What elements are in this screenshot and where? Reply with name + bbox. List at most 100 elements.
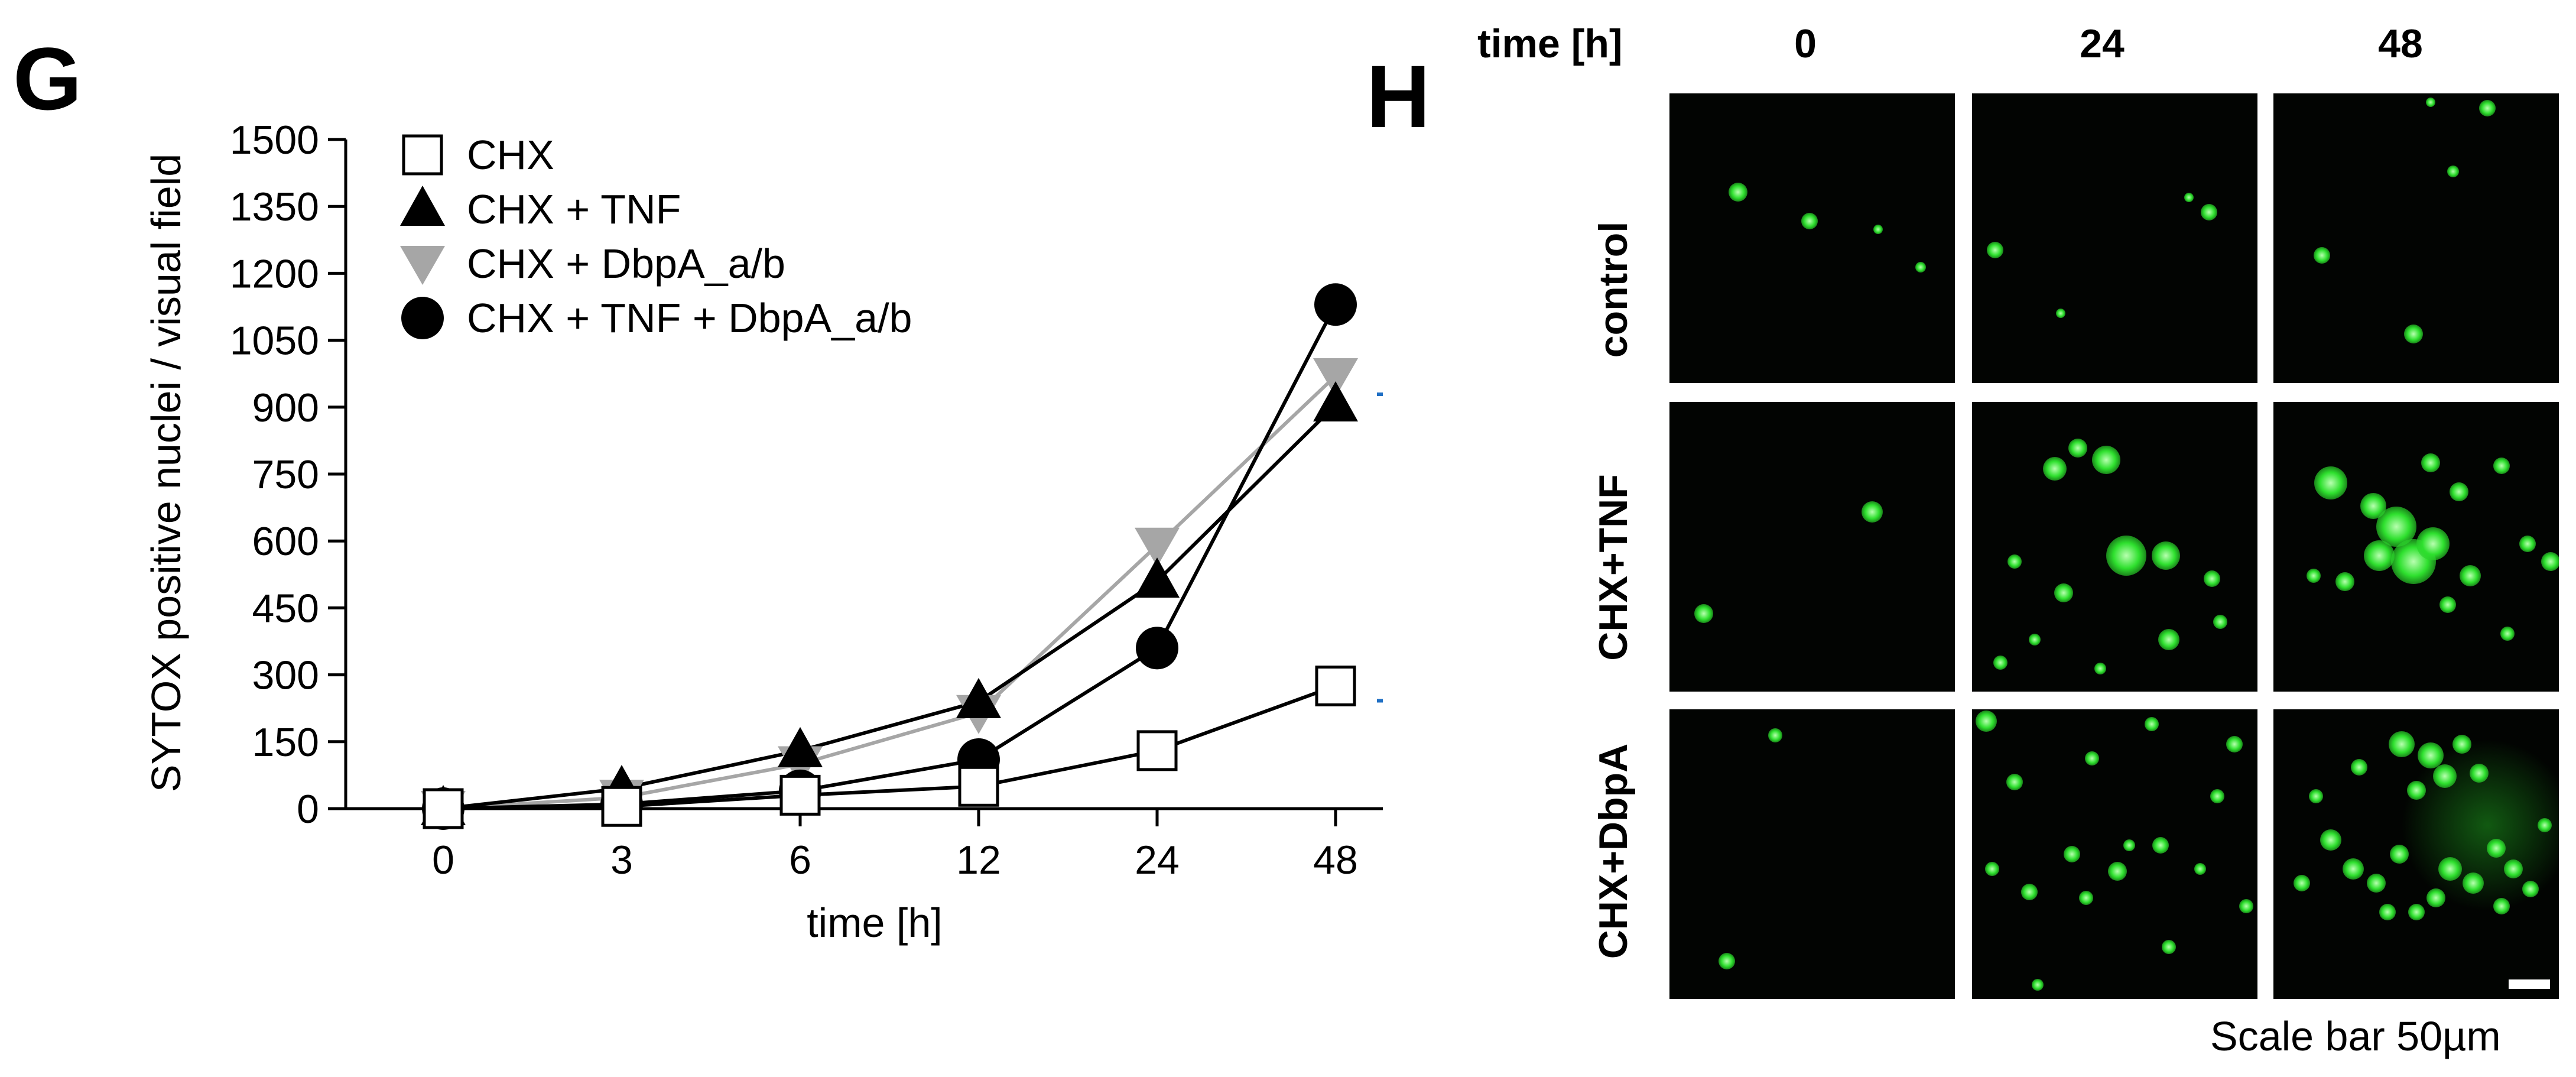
fluorescent-nucleus	[2469, 763, 2489, 783]
legend-marker	[401, 297, 444, 339]
data-point	[1313, 358, 1358, 397]
legend-label: CHX + TNF + DbpA_a/b	[467, 295, 912, 341]
y-axis-label: SYTOX positive nuclei / visual field	[143, 154, 189, 792]
fluorescent-nucleus	[2493, 457, 2510, 474]
y-tick-label: 600	[252, 519, 319, 564]
row-label-control: control	[1591, 221, 1636, 358]
x-tick-label: 3	[610, 838, 633, 883]
fluorescent-nucleus	[2309, 789, 2324, 803]
fluorescent-nucleus	[2084, 751, 2099, 766]
micrograph-control-0h	[1669, 93, 1955, 383]
fluorescent-nucleus	[2460, 565, 2481, 586]
scale-bar-label: Scale bar 50µm	[2210, 1013, 2501, 1059]
y-tick-label: 0	[297, 787, 319, 832]
data-point	[958, 765, 999, 807]
fluorescent-nucleus	[2213, 615, 2228, 630]
micrograph-chx-tnf-0h	[1669, 402, 1955, 692]
micrograph-chx-tnf-48h	[2273, 402, 2559, 692]
fluorescent-nucleus	[2108, 862, 2127, 881]
fluorescent-nucleus	[1718, 953, 1735, 970]
significance-bracket	[1377, 392, 1383, 703]
data-point	[1135, 527, 1180, 567]
fluorescent-nucleus	[2438, 857, 2463, 881]
fluorescent-nucleus	[2408, 904, 2425, 920]
fluorescent-nucleus	[2416, 527, 2450, 561]
panel-g-label: G	[13, 29, 82, 128]
data-point	[1136, 730, 1178, 771]
fluorescent-nucleus	[2152, 541, 2181, 570]
fluorescent-nucleus	[2032, 978, 2044, 991]
fluorescent-nucleus	[2439, 596, 2456, 613]
fluorescent-nucleus	[2020, 883, 2038, 900]
row-label-chx-tnf: CHX+TNF	[1591, 474, 1636, 661]
fluorescent-nucleus	[2294, 875, 2311, 891]
significance-annotations: **	[1377, 392, 1383, 703]
fluorescent-nucleus	[2320, 829, 2341, 851]
fluorescent-nucleus	[2158, 628, 2180, 650]
micrograph-control-24h	[1972, 93, 2257, 383]
y-tick-label: 750	[252, 452, 319, 497]
fluorescent-nucleus	[2426, 888, 2446, 907]
fluorescent-nucleus	[2503, 859, 2523, 878]
fluorescent-nucleus	[2452, 734, 2471, 754]
y-tick-label: 900	[252, 385, 319, 430]
fluorescent-nucleus	[2184, 193, 2194, 203]
fluorescent-nucleus	[2064, 846, 2081, 862]
fluorescent-nucleus	[2094, 662, 2107, 674]
data-point	[601, 786, 642, 827]
series-line	[443, 303, 1337, 810]
data-point	[956, 677, 1001, 718]
y-tick-label: 1500	[230, 118, 319, 163]
legend-marker	[400, 186, 445, 226]
fluorescent-nucleus	[1801, 212, 1818, 229]
micrograph-chx-dbpa-0h	[1669, 709, 1955, 999]
fluorescent-nucleus	[2403, 324, 2423, 343]
fluorescent-nucleus	[2162, 939, 2177, 954]
time-header: time [h]	[1477, 21, 1623, 66]
fluorescent-nucleus	[1728, 182, 1747, 202]
fluorescent-nucleus	[2203, 570, 2220, 587]
fluorescent-nucleus	[1861, 501, 1883, 523]
fluorescent-nucleus	[2417, 742, 2444, 769]
fluorescent-nucleus	[2335, 572, 2354, 591]
fluorescent-nucleus	[2537, 818, 2552, 832]
y-tick-label: 1050	[230, 319, 319, 364]
x-tick-label: 24	[1135, 838, 1180, 883]
fluorescent-nucleus	[2152, 837, 2169, 854]
fluorescent-nucleus	[1768, 728, 1782, 743]
scale-bar	[2509, 979, 2550, 989]
fluorescent-nucleus	[2522, 880, 2539, 897]
legend: CHX CHX + TNF CHX + DbpA_a/b CHX + TNF + Db…	[400, 132, 912, 341]
fluorescent-nucleus	[2519, 536, 2536, 553]
y-tick-label: 1350	[230, 184, 319, 229]
legend-label: CHX + TNF	[467, 186, 681, 232]
fluorescent-nucleus	[1915, 262, 1927, 273]
fluorescent-nucleus	[2463, 872, 2484, 894]
fluorescent-nucleus	[2055, 309, 2065, 319]
fluorescent-nucleus	[2343, 858, 2364, 880]
fluorescent-nucleus	[2541, 552, 2559, 571]
x-axis-label: time [h]	[807, 900, 943, 946]
series-line	[443, 403, 1337, 810]
y-tick-label: 1200	[230, 251, 319, 296]
fluorescent-nucleus	[2350, 759, 2367, 776]
fluorescent-nucleus	[2425, 97, 2435, 107]
fluorescent-nucleus	[2239, 899, 2253, 914]
column-header-24h: 24	[2080, 21, 2125, 66]
legend-marker	[402, 134, 443, 176]
micrograph-control-48h	[2273, 93, 2559, 383]
y-axis: 0 150 300 450 600 750 900 1050 1200 1350 1500	[230, 118, 347, 832]
fluorescent-nucleus	[2406, 781, 2426, 800]
data-point	[778, 726, 823, 767]
x-axis: 0 3 6 12 24 48	[346, 807, 1383, 883]
legend-label: CHX	[467, 132, 554, 178]
fluorescent-nucleus	[2486, 839, 2506, 858]
y-tick-label: 300	[252, 653, 319, 698]
fluorescent-nucleus	[2210, 789, 2225, 803]
legend-label: CHX + DbpA_a/b	[467, 241, 785, 287]
fluorescent-nucleus	[1984, 861, 1999, 876]
fluorescent-nucleus	[2106, 535, 2146, 576]
fluorescent-nucleus	[2029, 633, 2041, 645]
fluorescent-nucleus	[2200, 203, 2217, 220]
